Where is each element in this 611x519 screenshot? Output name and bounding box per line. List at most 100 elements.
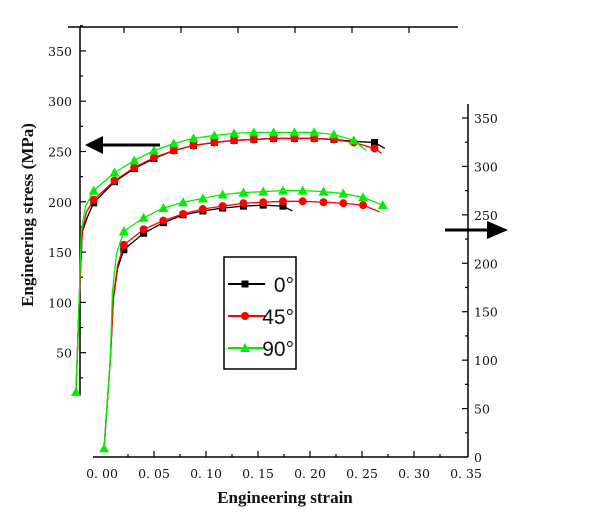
data-point — [309, 127, 320, 137]
data-point — [268, 127, 279, 137]
data-point — [129, 155, 140, 165]
data-point — [290, 134, 299, 143]
right-axis-tick-label: 0 — [474, 450, 482, 465]
legend-marker — [241, 312, 249, 320]
x-axis-tick-label: 0. 05 — [138, 466, 170, 481]
data-point — [88, 185, 99, 195]
data-point — [210, 138, 219, 147]
left-axis-tick-label: 350 — [48, 44, 72, 59]
series-line — [103, 189, 384, 449]
left-axis-tick-label: 300 — [48, 94, 72, 109]
data-point — [119, 240, 128, 249]
left-axis-tick-label: 150 — [48, 245, 72, 260]
right-axis-tick-label: 50 — [474, 402, 490, 417]
data-point — [229, 128, 240, 138]
data-point — [318, 186, 329, 196]
data-point — [238, 187, 249, 197]
data-point — [248, 127, 259, 137]
curves — [71, 127, 388, 453]
data-point — [159, 216, 168, 225]
data-point — [289, 127, 300, 137]
data-point — [110, 176, 119, 185]
data-point — [198, 205, 207, 214]
x-axis-tick-label: 0. 30 — [398, 466, 430, 481]
right-axis-tick-label: 250 — [474, 208, 498, 223]
left-axis-tick-label: 250 — [48, 145, 72, 160]
data-point — [217, 189, 228, 199]
x-axis-tick-label: 0. 20 — [294, 466, 326, 481]
data-point — [178, 197, 189, 207]
y-axis-title: Engineering stress (MPa) — [18, 123, 37, 307]
data-point — [168, 138, 179, 148]
data-point — [258, 186, 269, 196]
left-axis-tick-label: 100 — [48, 295, 72, 310]
data-point — [169, 146, 178, 155]
data-point — [297, 185, 308, 195]
data-point — [370, 138, 378, 146]
data-point — [277, 185, 288, 195]
data-point — [319, 198, 328, 207]
x-axis-tick-label: 0. 15 — [242, 466, 274, 481]
data-point — [239, 199, 248, 208]
data-point — [120, 246, 128, 254]
right-axis-tick-label: 200 — [474, 256, 498, 271]
legend-marker — [240, 343, 250, 352]
axes: 50 100 150 200 250 300 350 0. 00 0. 05 0. 10 0. 15… — [48, 25, 498, 481]
x-axis-tick-label: 0. 10 — [190, 466, 222, 481]
data-point — [138, 212, 149, 222]
data-point — [218, 202, 227, 211]
data-point — [298, 197, 307, 206]
data-point — [377, 200, 388, 210]
data-point — [89, 195, 98, 204]
left-axis-tick-label: 50 — [56, 346, 72, 361]
right-axis-tick-label: 100 — [474, 353, 498, 368]
data-point — [230, 136, 239, 145]
series-right-circle — [103, 197, 380, 449]
data-point — [339, 199, 348, 208]
right-axis-tick-label: 350 — [474, 111, 498, 126]
data-point — [359, 201, 368, 210]
right-arrow-icon — [445, 221, 508, 239]
data-point — [310, 134, 319, 143]
left-arrow-icon — [85, 136, 160, 154]
data-point — [209, 130, 220, 140]
data-point — [118, 226, 129, 236]
data-point — [109, 167, 120, 177]
left-axis-tick-label: 200 — [48, 195, 72, 210]
data-point — [139, 225, 148, 234]
right-axis-tick-label: 300 — [474, 159, 498, 174]
arrows — [85, 136, 508, 239]
legend-label: 90° — [262, 338, 294, 361]
data-point — [189, 141, 198, 150]
legend-item: 90° — [228, 338, 294, 361]
legend-marker — [241, 280, 249, 288]
legend-item: 45° — [228, 306, 294, 329]
legend-box — [223, 256, 297, 370]
data-point — [269, 134, 278, 143]
data-point — [338, 188, 349, 198]
data-point — [249, 135, 258, 144]
data-point — [358, 192, 369, 202]
data-point — [150, 153, 158, 162]
series-left-triangle — [71, 127, 367, 396]
x-axis-tick-label: 0. 00 — [86, 466, 118, 481]
data-point — [158, 203, 169, 213]
legend-label: 45° — [262, 306, 294, 329]
x-axis-tick-label: 0. 35 — [450, 466, 482, 481]
data-point — [149, 145, 159, 155]
data-point — [188, 133, 199, 143]
data-point — [71, 386, 81, 396]
data-point — [130, 163, 139, 172]
data-point — [278, 197, 287, 206]
data-point — [348, 135, 359, 145]
data-point — [279, 202, 287, 210]
series-right-triangle — [99, 185, 388, 453]
legend: 0° 45° 90° — [223, 256, 297, 370]
legend-item: 0° — [228, 274, 294, 297]
data-point — [179, 209, 188, 218]
data-point — [259, 198, 268, 207]
data-point — [370, 144, 379, 153]
x-axis-title: Engineering strain — [217, 488, 353, 507]
